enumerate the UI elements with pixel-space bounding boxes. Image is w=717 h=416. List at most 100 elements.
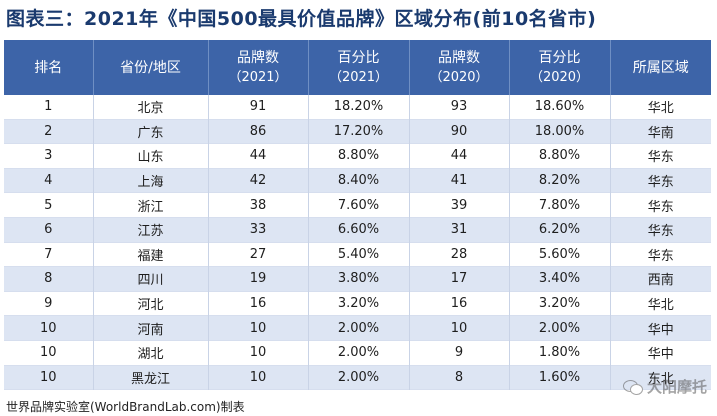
column-header-label: 所属区域 bbox=[632, 59, 689, 76]
brand-count-2020-cell: 90 bbox=[409, 119, 510, 144]
brand-count-2020-cell: 39 bbox=[409, 192, 510, 218]
column-header-year: （2021） bbox=[328, 69, 389, 85]
percent-2020-cell: 3.40% bbox=[509, 266, 611, 292]
region-cell: 西南 bbox=[610, 266, 711, 292]
column-header-year: （2020） bbox=[529, 69, 590, 85]
brand-count-2021-cell: 86 bbox=[208, 119, 309, 144]
brand-count-2020-cell: 41 bbox=[409, 168, 510, 193]
province-cell: 福建 bbox=[93, 242, 209, 267]
percent-2020-cell: 8.20% bbox=[509, 168, 611, 193]
brand-count-2021-cell: 10 bbox=[208, 365, 309, 390]
table-header-row: 排名 省份/地区 品牌数 （2021） 百分比 （2021） 品牌数 （2020） 百分比 （20… bbox=[4, 40, 711, 95]
percent-2020-cell: 3.20% bbox=[509, 291, 611, 316]
table-row: 1 北京 91 18.20% 93 18.60% 华北 bbox=[4, 95, 711, 120]
region-cell: 华东 bbox=[610, 217, 711, 243]
rank-cell: 9 bbox=[4, 291, 94, 316]
table-row: 10 黑龙江 10 2.00% 8 1.60% 东北 bbox=[4, 365, 711, 390]
brand-count-2020-cell: 8 bbox=[409, 365, 510, 390]
brand-count-2020-cell: 17 bbox=[409, 266, 510, 292]
column-header-label: 省份/地区 bbox=[120, 59, 181, 76]
province-cell: 上海 bbox=[93, 168, 209, 193]
brand-count-2020-cell: 10 bbox=[409, 315, 510, 341]
province-cell: 河南 bbox=[93, 315, 209, 341]
column-header: 百分比 （2020） bbox=[509, 40, 611, 95]
percent-2020-cell: 8.80% bbox=[509, 143, 611, 169]
province-cell: 浙江 bbox=[93, 192, 209, 218]
rank-cell: 1 bbox=[4, 95, 94, 120]
watermark: 大阳摩托 bbox=[622, 376, 707, 397]
percent-2021-cell: 8.80% bbox=[308, 143, 410, 169]
percent-2020-cell: 1.60% bbox=[509, 365, 611, 390]
region-cell: 华东 bbox=[610, 192, 711, 218]
table-row: 2 广东 86 17.20% 90 18.00% 华南 bbox=[4, 119, 711, 144]
percent-2021-cell: 3.20% bbox=[308, 291, 410, 316]
table-row: 5 浙江 38 7.60% 39 7.80% 华东 bbox=[4, 192, 711, 218]
brand-count-2021-cell: 16 bbox=[208, 291, 309, 316]
rank-cell: 10 bbox=[4, 340, 94, 366]
rank-cell: 2 bbox=[4, 119, 94, 144]
brand-count-2020-cell: 16 bbox=[409, 291, 510, 316]
percent-2021-cell: 2.00% bbox=[308, 315, 410, 341]
brand-count-2021-cell: 10 bbox=[208, 315, 309, 341]
percent-2020-cell: 18.60% bbox=[509, 95, 611, 120]
chat-bubble-icon bbox=[622, 379, 643, 395]
region-cell: 华东 bbox=[610, 168, 711, 193]
brand-count-2021-cell: 10 bbox=[208, 340, 309, 366]
table-row: 9 河北 16 3.20% 16 3.20% 华北 bbox=[4, 291, 711, 316]
percent-2020-cell: 6.20% bbox=[509, 217, 611, 243]
source-footnote: 世界品牌实验室(WorldBrandLab.com)制表 bbox=[6, 400, 245, 414]
column-header-year: （2021） bbox=[228, 69, 288, 85]
column-header-label: 品牌数 bbox=[237, 49, 279, 66]
percent-2021-cell: 5.40% bbox=[308, 242, 410, 267]
table-row: 4 上海 42 8.40% 41 8.20% 华东 bbox=[4, 168, 711, 193]
percent-2021-cell: 6.60% bbox=[308, 217, 410, 243]
brand-count-2021-cell: 19 bbox=[208, 266, 309, 292]
rank-cell: 6 bbox=[4, 217, 94, 243]
region-distribution-table: 排名 省份/地区 品牌数 （2021） 百分比 （2021） 品牌数 （2020） 百分比 （20… bbox=[4, 40, 711, 390]
table-row: 10 湖北 10 2.00% 9 1.80% 华中 bbox=[4, 340, 711, 366]
province-cell: 江苏 bbox=[93, 217, 209, 243]
percent-2021-cell: 7.60% bbox=[308, 192, 410, 218]
table-row: 8 四川 19 3.80% 17 3.40% 西南 bbox=[4, 266, 711, 292]
column-header-label: 排名 bbox=[34, 59, 63, 76]
percent-2020-cell: 18.00% bbox=[509, 119, 611, 144]
region-cell: 华南 bbox=[610, 119, 711, 144]
province-cell: 湖北 bbox=[93, 340, 209, 366]
table-row: 3 山东 44 8.80% 44 8.80% 华东 bbox=[4, 143, 711, 169]
region-cell: 华中 bbox=[610, 340, 711, 366]
table-row: 10 河南 10 2.00% 10 2.00% 华中 bbox=[4, 315, 711, 341]
province-cell: 河北 bbox=[93, 291, 209, 316]
brand-count-2020-cell: 28 bbox=[409, 242, 510, 267]
brand-count-2021-cell: 33 bbox=[208, 217, 309, 243]
province-cell: 北京 bbox=[93, 95, 209, 120]
column-header: 所属区域 bbox=[610, 40, 711, 95]
province-cell: 黑龙江 bbox=[93, 365, 209, 390]
brand-count-2021-cell: 42 bbox=[208, 168, 309, 193]
brand-count-2021-cell: 38 bbox=[208, 192, 309, 218]
percent-2021-cell: 18.20% bbox=[308, 95, 410, 120]
brand-count-2021-cell: 91 bbox=[208, 95, 309, 120]
province-cell: 山东 bbox=[93, 143, 209, 169]
rank-cell: 10 bbox=[4, 315, 94, 341]
percent-2020-cell: 2.00% bbox=[509, 315, 611, 341]
column-header: 排名 bbox=[4, 40, 94, 95]
column-header-label: 百分比 bbox=[337, 49, 380, 66]
brand-count-2021-cell: 44 bbox=[208, 143, 309, 169]
column-header: 品牌数 （2020） bbox=[409, 40, 510, 95]
percent-2020-cell: 1.80% bbox=[509, 340, 611, 366]
region-cell: 华东 bbox=[610, 143, 711, 169]
brand-count-2020-cell: 93 bbox=[409, 95, 510, 120]
rank-cell: 7 bbox=[4, 242, 94, 267]
rank-cell: 5 bbox=[4, 192, 94, 218]
column-header: 省份/地区 bbox=[93, 40, 209, 95]
rank-cell: 4 bbox=[4, 168, 94, 193]
region-cell: 华东 bbox=[610, 242, 711, 267]
brand-count-2021-cell: 27 bbox=[208, 242, 309, 267]
rank-cell: 10 bbox=[4, 365, 94, 390]
province-cell: 广东 bbox=[93, 119, 209, 144]
percent-2020-cell: 7.80% bbox=[509, 192, 611, 218]
percent-2021-cell: 3.80% bbox=[308, 266, 410, 292]
region-cell: 华北 bbox=[610, 291, 711, 316]
watermark-text: 大阳摩托 bbox=[646, 378, 707, 396]
brand-count-2020-cell: 31 bbox=[409, 217, 510, 243]
